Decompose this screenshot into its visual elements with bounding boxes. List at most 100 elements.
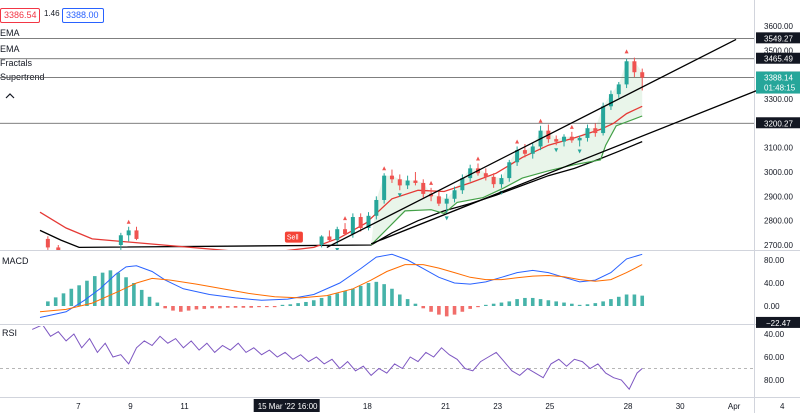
macd-tick-label: 0.00: [764, 302, 780, 311]
candle-body: [366, 215, 371, 228]
macd-histogram-bar: [358, 285, 363, 306]
candle-body: [624, 61, 629, 85]
macd-histogram-bar: [116, 272, 121, 306]
collapse-legend-icon[interactable]: [4, 88, 16, 99]
macd-histogram-bar: [194, 306, 199, 310]
candle-body: [382, 175, 387, 200]
candle-body: [350, 217, 355, 235]
macd-plot-area: [39, 253, 645, 318]
candle-body: [118, 235, 123, 245]
macd-histogram-bar: [538, 299, 543, 306]
candle-body: [397, 179, 402, 186]
level-price-tag: [756, 32, 800, 44]
candle-body: [554, 139, 559, 142]
macd-histogram-bar: [397, 294, 402, 306]
macd-histogram-bar: [202, 306, 207, 309]
fractal-down-marker: [444, 216, 449, 221]
macd-histogram-bar: [225, 306, 230, 308]
candle-body: [515, 150, 520, 163]
macd-histogram-bar: [577, 304, 582, 306]
macd-histogram-bar: [421, 306, 426, 309]
candle-body: [499, 178, 504, 185]
macd-histogram-bar: [132, 283, 136, 306]
macd-histogram-bar: [593, 303, 598, 306]
candle-body: [530, 146, 535, 154]
candle-body: [507, 162, 512, 179]
macd-histogram-bar: [147, 296, 152, 306]
macd-histogram-bar: [163, 306, 167, 309]
macd-histogram-bar: [296, 303, 300, 306]
macd-histogram-bar: [77, 285, 81, 306]
channel-upper-line: [326, 38, 737, 248]
rsi-line: [31, 326, 643, 391]
legend-supertrend[interactable]: Supertrend: [0, 72, 45, 82]
candle-body: [640, 72, 645, 78]
level-price-label: 3200.27: [764, 119, 793, 128]
candle-body: [491, 176, 496, 185]
crosshair-time-tag: [253, 399, 320, 412]
macd-histogram-bar: [257, 306, 261, 308]
macd-histogram-bar: [155, 302, 160, 306]
current-price-tag: [756, 71, 800, 94]
level-price-label: 3549.27: [764, 34, 793, 43]
price-tick-label: 2800.00: [764, 217, 793, 226]
ema-fast-line: [39, 105, 643, 250]
candle-body: [616, 84, 621, 95]
time-tick-label: 30: [676, 402, 685, 411]
fractal-down-marker: [397, 193, 402, 198]
macd-histogram-bar: [171, 306, 175, 311]
fractal-up-marker: [538, 118, 543, 123]
rsi-tick-label: 60.00: [764, 353, 785, 362]
rsi-tick-label: 80.00: [764, 376, 785, 385]
macd-histogram-bar: [210, 306, 214, 309]
macd-histogram-bar: [444, 306, 449, 317]
level-price-tag: [756, 52, 800, 64]
rsi-plot-area: [0, 326, 754, 391]
macd-histogram-bar: [616, 296, 621, 306]
time-tick-label: 21: [441, 402, 450, 411]
time-tick-label: 28: [624, 402, 633, 411]
macd-histogram-bar: [562, 302, 566, 306]
candle-body: [134, 230, 139, 239]
price-tick-label: 3500.00: [764, 46, 793, 55]
level-price-label: 3465.49: [764, 55, 793, 64]
macd-histogram-bar: [241, 306, 246, 308]
ask-price-box[interactable]: 3388.00: [62, 8, 104, 23]
time-tick-label: 25: [545, 402, 554, 411]
candle-body: [413, 180, 418, 183]
macd-histogram-bar: [624, 294, 629, 306]
legend-ema-2[interactable]: EMA: [0, 44, 20, 54]
candle-body: [452, 190, 457, 199]
macd-histogram-bar: [218, 306, 222, 309]
fractal-up-marker: [343, 216, 348, 221]
candle-body: [343, 229, 348, 235]
channel-lower-line: [370, 89, 758, 245]
macd-histogram-bar: [609, 299, 613, 306]
macd-histogram-bar: [351, 288, 355, 306]
macd-title: MACD: [2, 256, 29, 266]
macd-histogram-bar: [523, 297, 527, 306]
fractal-up-marker: [429, 180, 434, 185]
time-tick-label: 18: [363, 402, 372, 411]
fractal-down-marker: [577, 149, 582, 154]
macd-histogram-bar: [139, 289, 144, 306]
legend-ema-1[interactable]: EMA: [0, 28, 20, 38]
legend-fractals[interactable]: Fractals: [0, 58, 33, 68]
macd-histogram-bar: [108, 270, 113, 306]
sell-signal-label: Sell: [287, 235, 299, 242]
rsi-title: RSI: [2, 328, 17, 338]
macd-histogram-bar: [319, 297, 324, 306]
sell-signal-badge: [284, 231, 303, 243]
macd-signal-line: [39, 264, 643, 313]
crosshair-time-label: 15 Mar '22 16:00: [258, 402, 318, 411]
macd-histogram-bar: [288, 304, 293, 306]
macd-histogram-bar: [476, 306, 480, 308]
bid-price-box[interactable]: 3386.54: [0, 8, 40, 23]
fractal-up-marker: [126, 219, 131, 224]
price-tick-label: 3300.00: [764, 95, 793, 104]
macd-tick-label: 40.00: [764, 279, 785, 288]
time-tick-label: 11: [180, 402, 189, 411]
time-tick-label: 9: [128, 402, 133, 411]
macd-histogram-bar: [53, 297, 58, 306]
